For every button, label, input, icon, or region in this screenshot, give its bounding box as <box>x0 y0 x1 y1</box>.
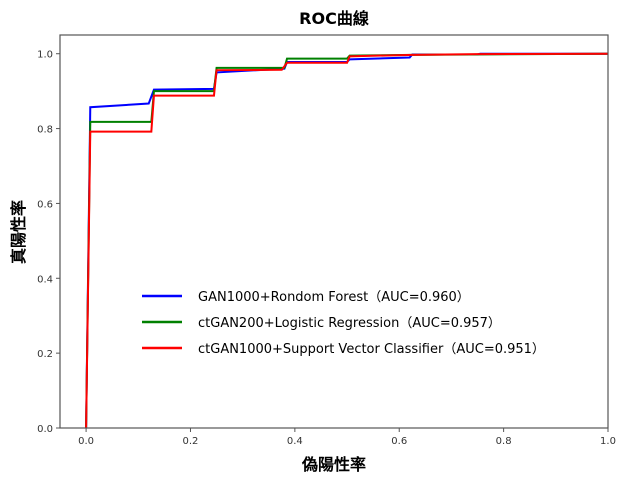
y-axis-label: 真陽性率 <box>9 200 28 264</box>
roc-line-1 <box>85 52 609 429</box>
y-tick-label: 0.6 <box>37 199 53 210</box>
x-tick-label: 0.0 <box>78 436 94 447</box>
y-tick-label: 0.8 <box>37 125 53 136</box>
x-tick-label: 0.4 <box>287 436 303 447</box>
x-tick-label: 0.2 <box>183 436 199 447</box>
roc-line-2 <box>85 52 609 429</box>
legend-entry: GAN1000+Rondom Forest（AUC=0.960） <box>198 290 470 305</box>
y-tick-label: 0.0 <box>37 424 53 435</box>
x-tick-label: 1.0 <box>600 436 616 447</box>
x-axis-label: 偽陽性率 <box>301 455 366 474</box>
x-tick-label: 0.6 <box>391 436 407 447</box>
y-tick-label: 0.4 <box>37 274 53 285</box>
legend: GAN1000+Rondom Forest（AUC=0.960） ctGAN200… <box>142 290 545 357</box>
legend-entry: ctGAN1000+Support Vector Classifier（AUC=… <box>198 342 545 357</box>
plot-frame <box>59 34 609 429</box>
y-tick-label: 1.0 <box>37 50 53 61</box>
legend-entry: ctGAN200+Logistic Regression（AUC=0.957） <box>198 316 501 331</box>
chart-title: ROC曲線 <box>299 9 369 28</box>
y-tick-label: 0.2 <box>37 349 53 360</box>
x-tick-label: 0.8 <box>496 436 512 447</box>
roc-line-0 <box>85 52 608 429</box>
